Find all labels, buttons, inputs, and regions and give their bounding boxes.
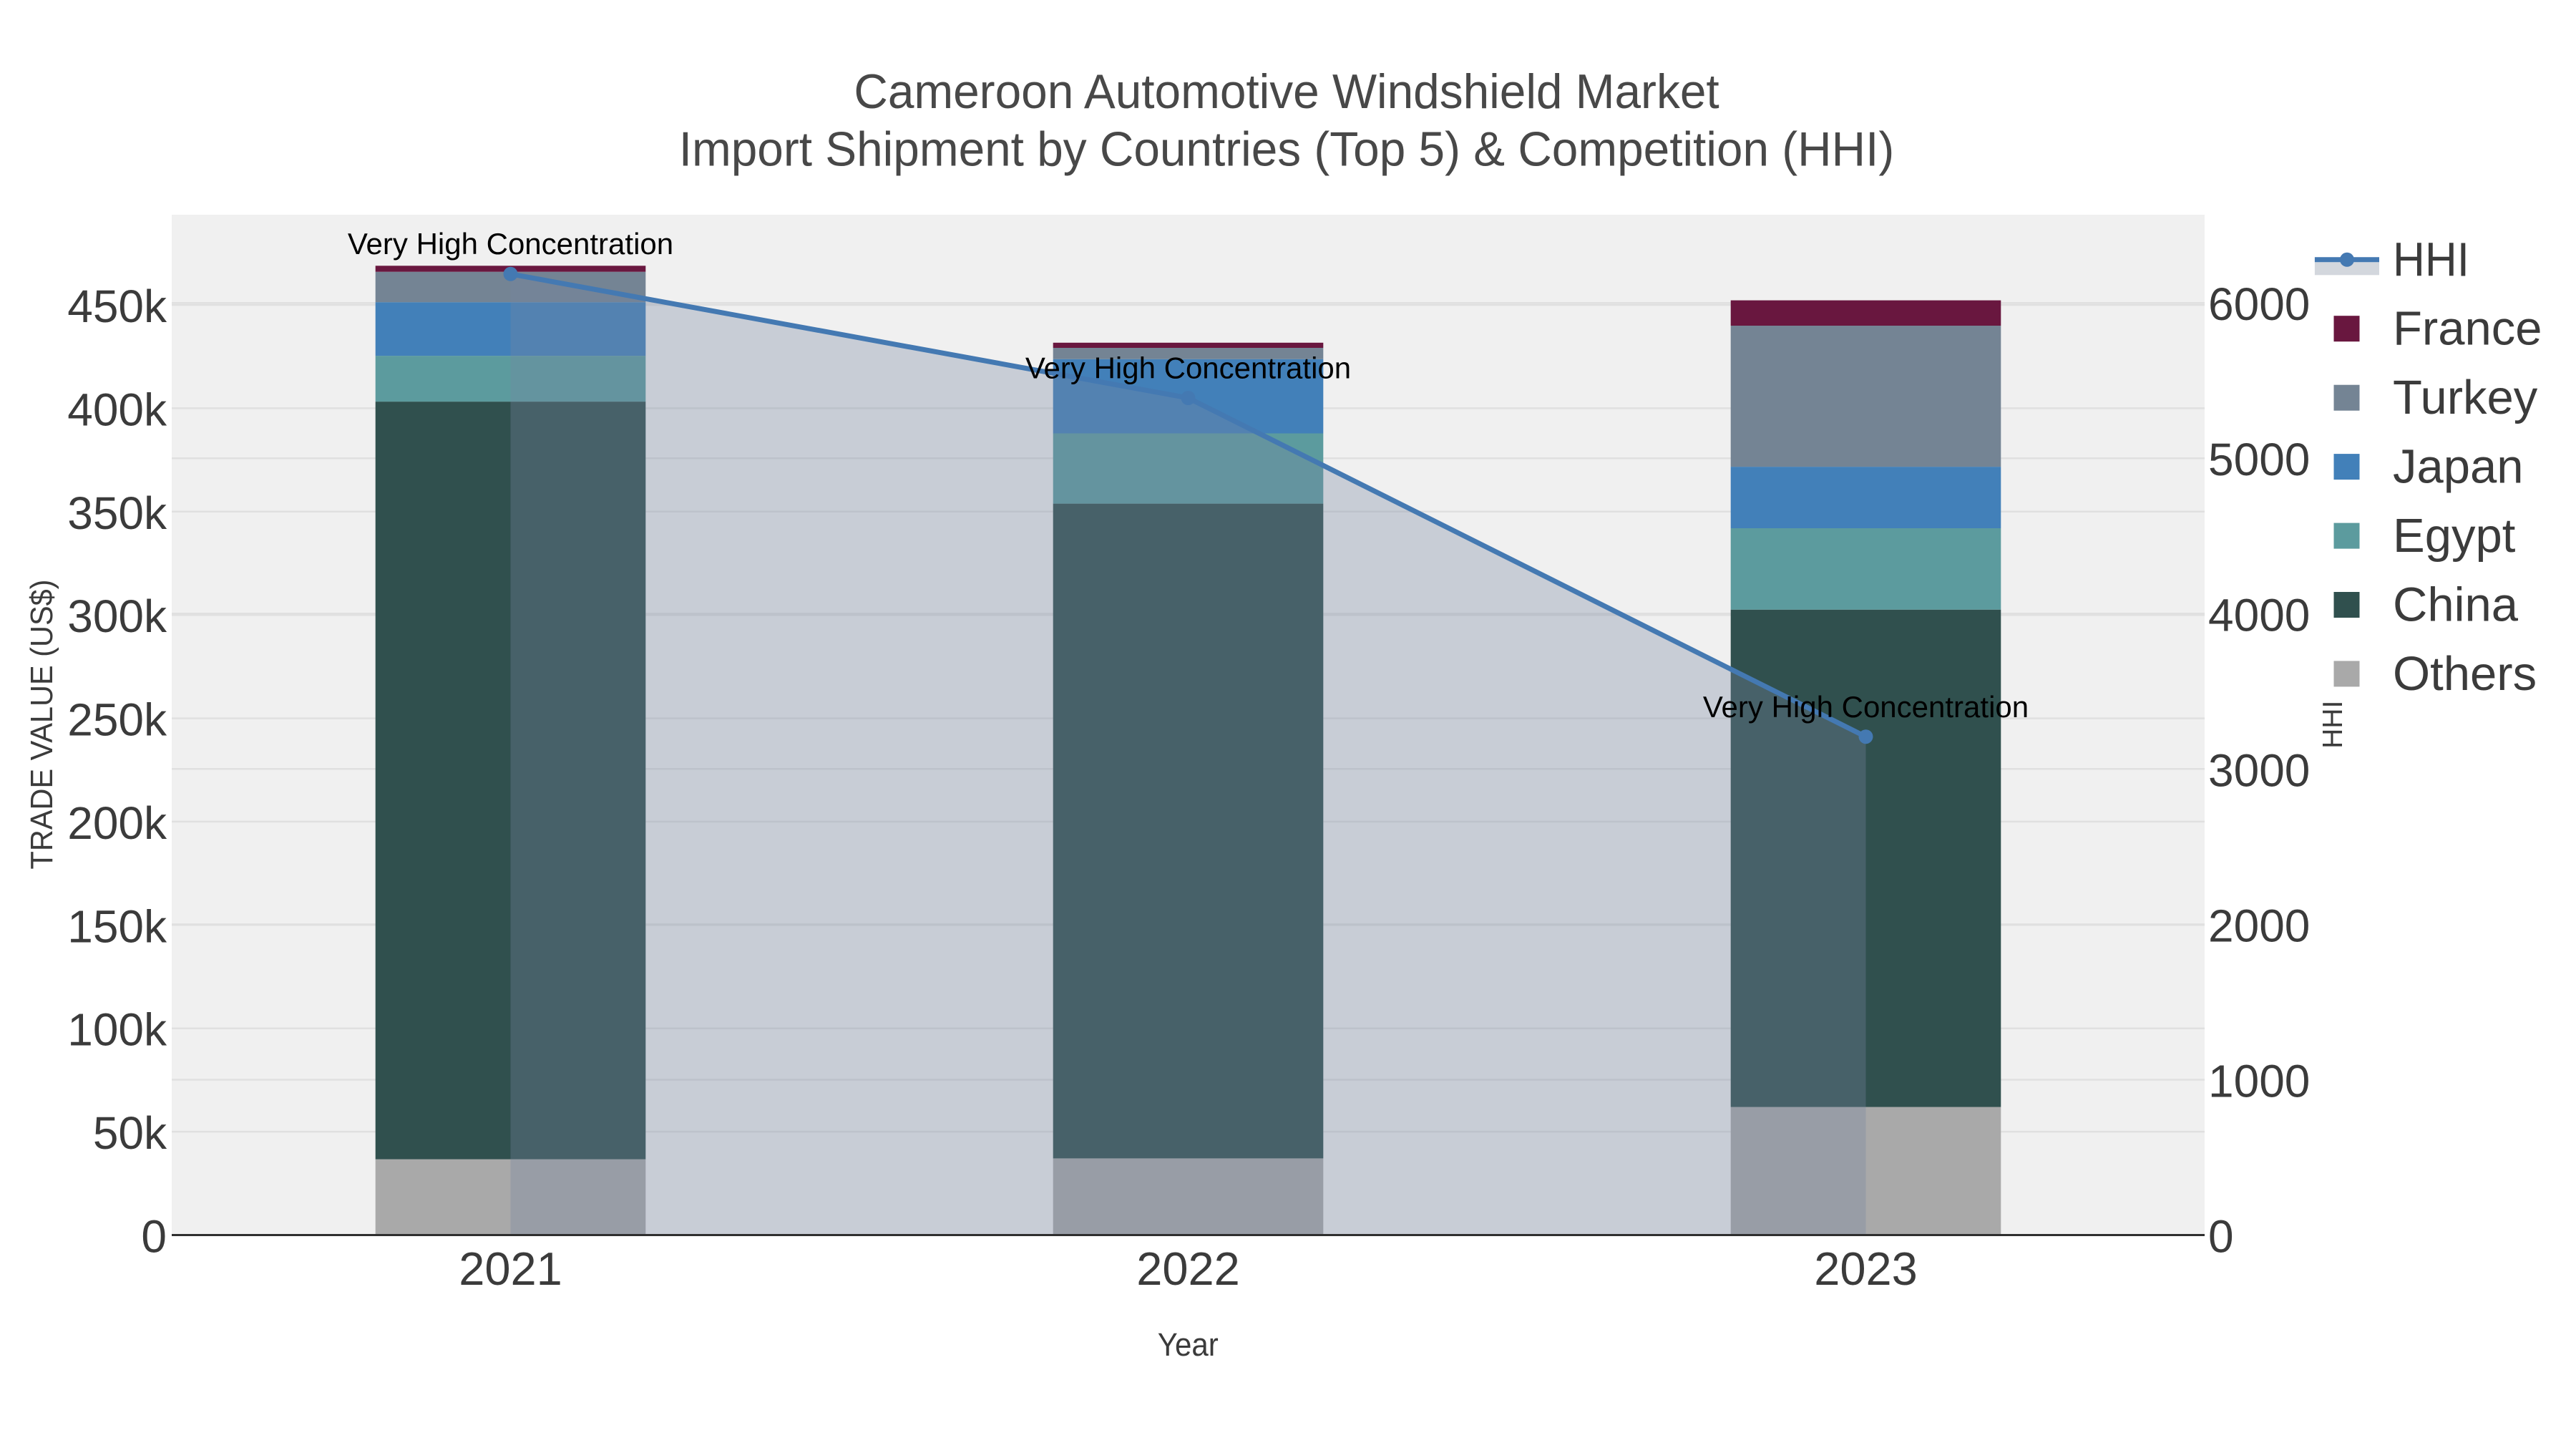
svg-text:400k: 400k — [67, 384, 167, 435]
svg-text:5000: 5000 — [2208, 434, 2310, 485]
svg-text:Year: Year — [1158, 1326, 1219, 1363]
svg-text:Cameroon Automotive Windshield: Cameroon Automotive Windshield Market — [854, 64, 1719, 119]
svg-text:300k: 300k — [67, 591, 167, 642]
svg-text:TRADE VALUE (US$): TRADE VALUE (US$) — [24, 580, 59, 870]
svg-text:3000: 3000 — [2208, 744, 2310, 796]
svg-text:2023: 2023 — [1814, 1243, 1918, 1295]
svg-text:2021: 2021 — [459, 1243, 562, 1295]
svg-text:Japan: Japan — [2393, 440, 2524, 494]
svg-text:Very High Concentration: Very High Concentration — [1703, 690, 2029, 724]
svg-text:100k: 100k — [67, 1004, 167, 1056]
svg-text:50k: 50k — [93, 1107, 167, 1159]
svg-text:250k: 250k — [67, 694, 167, 746]
svg-text:Turkey: Turkey — [2393, 371, 2538, 424]
svg-text:0: 0 — [141, 1211, 167, 1263]
svg-text:HHI: HHI — [2318, 701, 2348, 749]
svg-text:Very High Concentration: Very High Concentration — [1025, 351, 1351, 385]
svg-text:200k: 200k — [67, 797, 167, 849]
svg-text:2022: 2022 — [1136, 1243, 1240, 1295]
svg-text:China: China — [2393, 578, 2519, 632]
svg-text:350k: 350k — [67, 487, 167, 539]
svg-text:150k: 150k — [67, 900, 167, 952]
svg-text:450k: 450k — [67, 281, 167, 332]
svg-text:1000: 1000 — [2208, 1056, 2310, 1107]
svg-text:2000: 2000 — [2208, 900, 2310, 951]
svg-text:0: 0 — [2208, 1211, 2234, 1263]
svg-text:4000: 4000 — [2208, 589, 2310, 641]
svg-text:HHI: HHI — [2393, 233, 2469, 286]
svg-text:6000: 6000 — [2208, 278, 2310, 330]
svg-text:Very High Concentration: Very High Concentration — [348, 227, 673, 261]
svg-text:France: France — [2393, 302, 2542, 356]
svg-text:Others: Others — [2393, 647, 2537, 701]
svg-text:Import Shipment by Countries (: Import Shipment by Countries (Top 5) & C… — [679, 122, 1895, 177]
svg-text:Egypt: Egypt — [2393, 509, 2516, 563]
